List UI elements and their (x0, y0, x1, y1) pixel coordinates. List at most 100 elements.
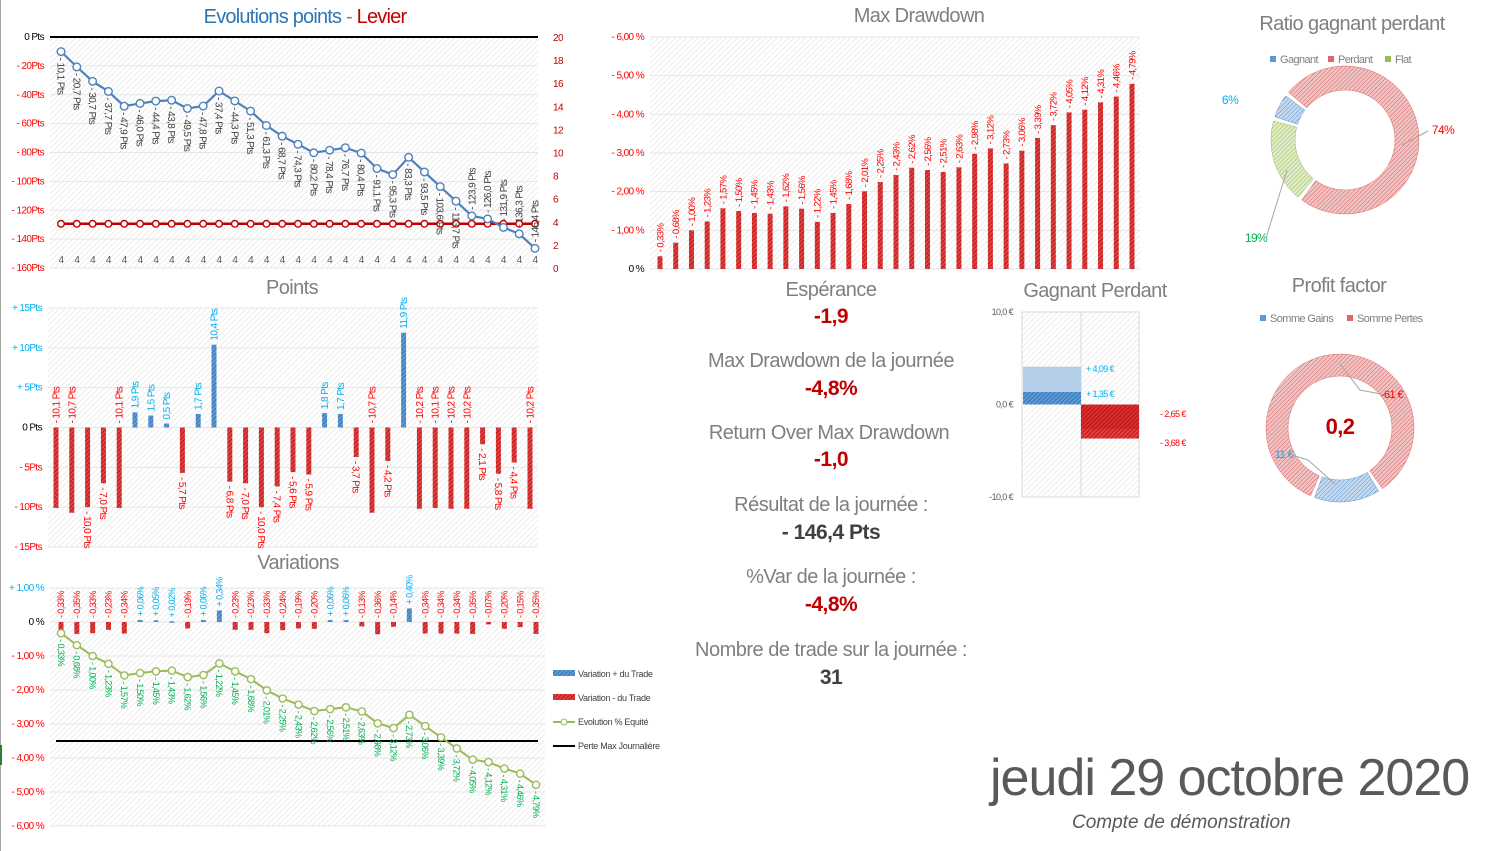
points-bar-label: - 10,1 Pts (52, 386, 63, 423)
loss-label: - 2,65 € (1160, 409, 1186, 419)
variation-bar (90, 622, 96, 634)
points-label: - 68,7 Pts (276, 142, 287, 179)
equity-point (325, 704, 335, 714)
points-bar-label: 1,8 Pts (320, 382, 331, 410)
legend-swatch (553, 670, 575, 676)
legend-label: Perte Max Journalière (578, 741, 660, 751)
variation-bar (232, 622, 238, 630)
variation-bar-label: + 0,06% (135, 586, 145, 616)
variation-bar-label: - 0,07% (484, 591, 494, 618)
points-bar-label: 1,5 Pts (146, 384, 157, 412)
gain-bar-avg (1023, 392, 1081, 405)
points-bar-label: - 10,2 Pts (526, 386, 537, 423)
title-part-points: Evolutions points (204, 6, 342, 28)
evolution-y2tick-label: 20 (553, 33, 564, 44)
evolution-ytick-label: - 120Pts (12, 205, 45, 216)
levier-point (373, 219, 382, 228)
drawdown-bar-label: - 2,73% (1001, 130, 1012, 160)
levier-label: 4 (232, 255, 238, 266)
levier-label: 4 (517, 255, 523, 266)
ratio-legend-label: Perdant (1338, 54, 1373, 66)
points-point (167, 95, 177, 105)
drawdown-bar (1050, 125, 1056, 269)
points-bar-label: 1,9 Pts (131, 381, 142, 409)
points-label: - 74,3 Pts (292, 150, 303, 187)
ratio-legend-swatch (1385, 56, 1391, 62)
equity-label: - 0,33% (56, 639, 66, 666)
pf-legend-swatch (1260, 315, 1266, 321)
gp-ytick-label: -10,0 € (989, 492, 1013, 502)
points-point (88, 76, 98, 86)
points-bar (100, 427, 106, 484)
levier-label: 4 (533, 255, 539, 266)
levier-label: 4 (501, 255, 507, 266)
drawdown-ytick-label: - 5,00 % (612, 71, 645, 82)
window-border (0, 0, 1, 851)
points-point (356, 148, 366, 158)
points-bar-label: 0,5 Pts (162, 392, 173, 420)
variation-bar-label: - 0,14% (389, 591, 399, 618)
equity-label: - 2,01% (262, 696, 272, 723)
variation-bar-label: - 0,35% (468, 591, 478, 618)
variation-bar (391, 622, 396, 627)
variation-bar-label: + 0,34% (214, 577, 224, 607)
levier-label: 4 (375, 255, 381, 266)
levier-label: 4 (406, 255, 412, 266)
variation-bar (280, 622, 286, 631)
equity-label: - 2,56% (325, 715, 335, 742)
variations-ytick-label: - 6,00 % (12, 821, 45, 832)
levier-label: 4 (169, 255, 175, 266)
levier-label: 4 (248, 255, 254, 266)
gp-ytick-label: 0,0 € (996, 400, 1014, 410)
equity-label: - 2,43% (293, 711, 303, 738)
stat-value-resultat: - 146,4 Pts (781, 521, 881, 544)
variation-bar-label: + 0,05% (151, 587, 161, 617)
variation-bar-label: - 0,34% (452, 591, 462, 618)
levier-point (246, 219, 255, 228)
evolution-y2tick-label: 8 (553, 172, 559, 183)
drawdown-bar (673, 242, 679, 269)
points-label: - 95,3 Pts (386, 181, 397, 218)
evolution-y2tick-label: 6 (553, 195, 559, 206)
variation-bar (106, 622, 111, 630)
points-bar (527, 427, 533, 509)
evolution-ytick-label: - 140Pts (12, 234, 45, 245)
drawdown-bar (1019, 150, 1025, 269)
levier-point (325, 219, 334, 228)
drawdown-bar-label: - 3,12% (986, 115, 997, 145)
levier-point (230, 219, 239, 228)
points-bar (195, 413, 201, 428)
drawdown-bar-label: - 2,25% (876, 148, 887, 178)
equity-label: - 0,68% (72, 651, 82, 678)
equity-label: - 1,23% (103, 670, 113, 697)
drawdown-bar-label: - 2,51% (939, 138, 950, 168)
equity-label: - 2,98% (373, 729, 383, 756)
evolution-y2tick-label: 2 (553, 241, 559, 252)
points-bar-label: - 10,0 Pts (81, 511, 92, 548)
pf-legend-swatch (1347, 315, 1353, 321)
drawdown-bar (1113, 96, 1119, 270)
drawdown-bar (751, 212, 757, 269)
pf-legend-label: Somme Pertes (1357, 313, 1424, 325)
drawdown-bar (956, 167, 962, 269)
points-bar (432, 427, 438, 508)
equity-label: - 3,39% (436, 743, 446, 770)
equity-point (167, 666, 177, 675)
ratio-legend-label: Gagnant (1280, 54, 1319, 66)
variations-ytick-label: - 3,00 % (12, 719, 45, 730)
points-chart: Points + 15Pts + 10Pts + 5Pts 0 Pts - 5Pts - 1… (12, 277, 538, 553)
points-bar-label: - 5,9 Pts (302, 479, 313, 511)
variation-bar (74, 622, 80, 634)
drawdown-bar (704, 221, 710, 269)
points-bar (495, 427, 501, 474)
points-bar-label: - 6,8 Pts (223, 486, 234, 518)
levier-point (167, 219, 176, 228)
points-point (483, 214, 493, 224)
equity-label: - 2,25% (278, 705, 288, 732)
variations-ytick-label: + 1,00 % (9, 583, 45, 594)
variation-bar (359, 622, 365, 627)
points-point (309, 148, 319, 158)
points-label: - 44,3 Pts (228, 107, 239, 144)
points-title: Points (266, 277, 319, 299)
